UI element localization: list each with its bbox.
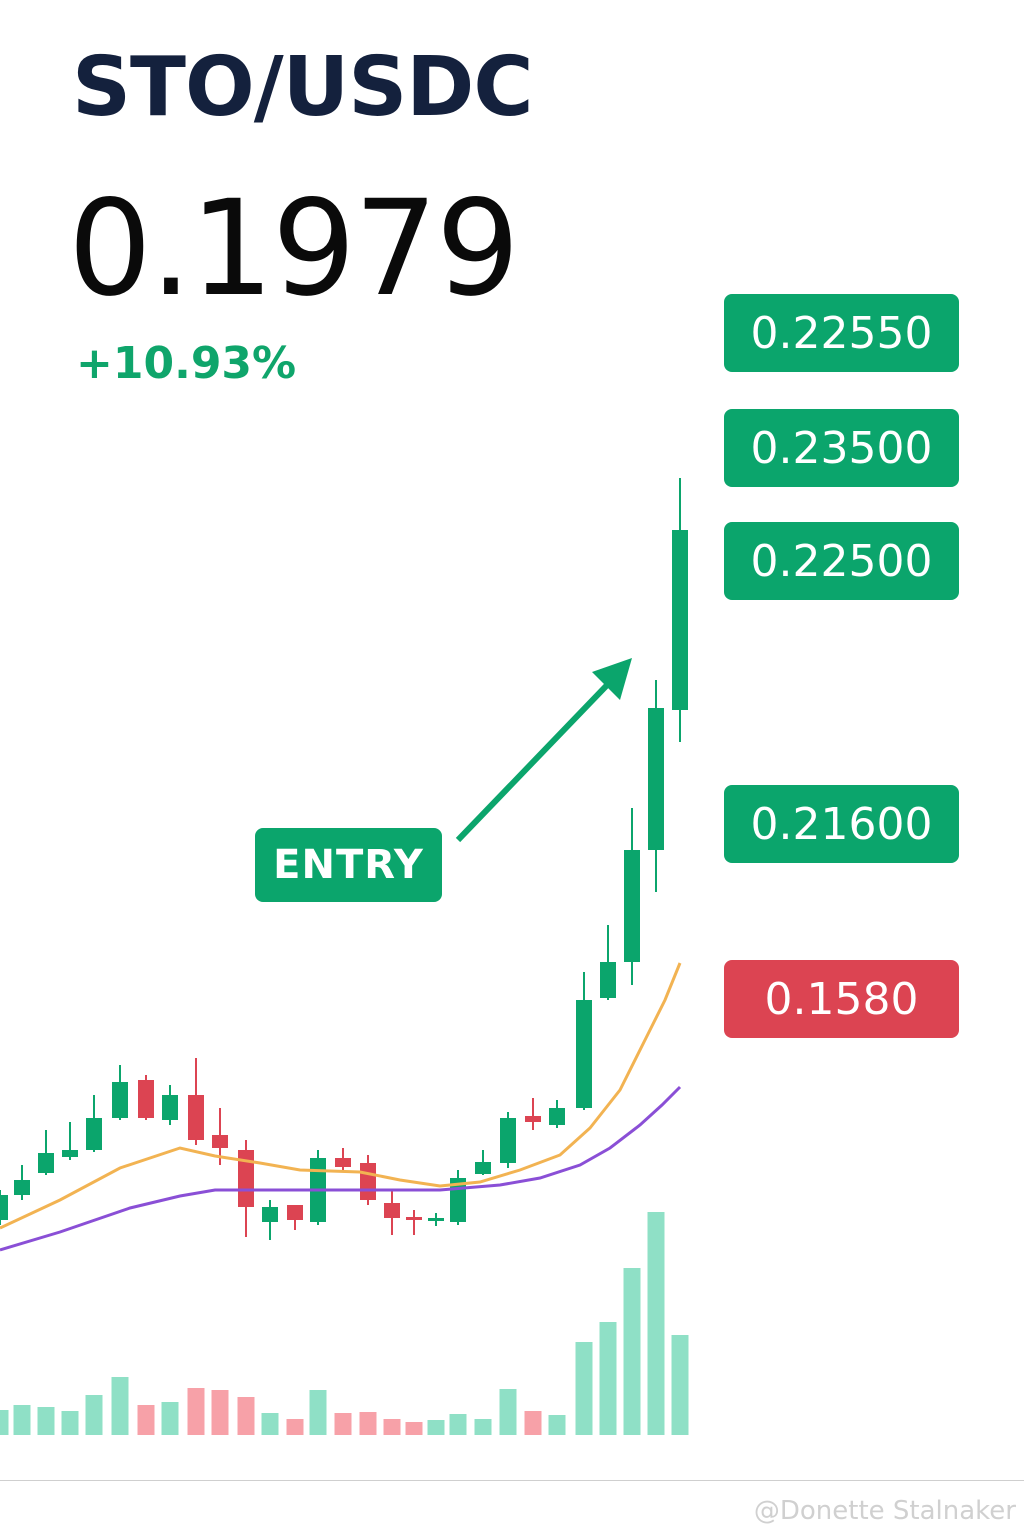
- volume-bar: [623, 1268, 641, 1435]
- volume-bar: [359, 1412, 377, 1435]
- target-tag: 0.22550: [724, 294, 959, 372]
- volume-bar: [187, 1388, 205, 1435]
- price-change: +10.93%: [76, 338, 297, 389]
- volume-bar: [286, 1419, 304, 1435]
- volume-bar: [37, 1407, 55, 1435]
- ma-fast: [0, 962, 682, 1230]
- target-tag: 0.23500: [724, 409, 959, 487]
- volume-bar: [0, 1410, 9, 1435]
- volume-bar: [499, 1389, 517, 1435]
- volume-bar: [449, 1414, 467, 1435]
- volume-bar: [647, 1212, 665, 1435]
- volume-bar: [309, 1390, 327, 1435]
- target-tag: 0.22500: [724, 522, 959, 600]
- ma-slow: [0, 1085, 682, 1252]
- volume-bar: [237, 1397, 255, 1435]
- volume-bar: [85, 1395, 103, 1435]
- volume-bar: [427, 1420, 445, 1435]
- pair-title: STO/USDC: [72, 40, 534, 135]
- volume-bar: [575, 1342, 593, 1435]
- entry-tag: ENTRY: [255, 828, 442, 902]
- volume-bar: [599, 1322, 617, 1435]
- volume-bar: [334, 1413, 352, 1435]
- entry-arrowhead: [592, 658, 632, 700]
- volume-bar: [137, 1405, 155, 1435]
- watermark: @Donette Stalnaker: [753, 1496, 1016, 1526]
- volume-bar: [671, 1335, 689, 1435]
- divider: [0, 1480, 1024, 1481]
- volume-bar: [13, 1405, 31, 1435]
- stop-tag: 0.1580: [724, 960, 959, 1038]
- volume-bar: [548, 1415, 566, 1435]
- last-price: 0.1979: [68, 172, 520, 326]
- volume-bar: [524, 1411, 542, 1435]
- volume-bar: [261, 1413, 279, 1435]
- volume-bar: [383, 1419, 401, 1435]
- volume-bar: [474, 1419, 492, 1435]
- candle-body: [0, 1195, 8, 1220]
- volume-bar: [61, 1411, 79, 1435]
- target-tag: 0.21600: [724, 785, 959, 863]
- volume-bar: [111, 1377, 129, 1435]
- entry-arrow: [455, 679, 613, 843]
- volume-bar: [211, 1390, 229, 1435]
- volume-bar: [161, 1402, 179, 1435]
- volume-bar: [405, 1422, 423, 1435]
